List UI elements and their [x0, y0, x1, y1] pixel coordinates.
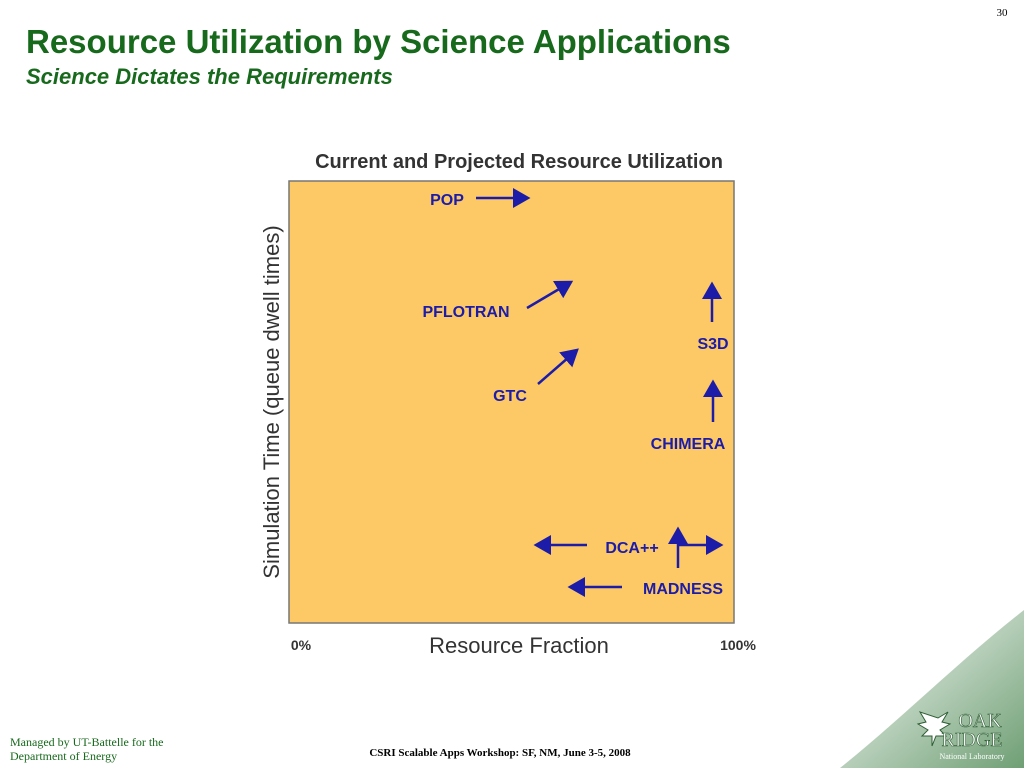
- corner-decoration: [840, 610, 1024, 768]
- logo-text: OAK: [958, 710, 1002, 732]
- app-label: MADNESS: [643, 581, 723, 598]
- app-label: PFLOTRAN: [422, 304, 509, 321]
- x-end-label: 100%: [720, 637, 756, 653]
- app-label: POP: [430, 192, 464, 209]
- diagram: Current and Projected Resource Utilizati…: [259, 151, 756, 658]
- x-axis-label: Resource Fraction: [429, 633, 609, 658]
- logo-text: RIDGE: [941, 729, 1002, 751]
- slide-number: 30: [997, 7, 1009, 19]
- app-label: GTC: [493, 388, 527, 405]
- logo-leaf: [916, 711, 952, 747]
- app-label: CHIMERA: [651, 436, 726, 453]
- x-start-label: 0%: [291, 637, 312, 653]
- logo-text: National Laboratory: [939, 752, 1004, 761]
- slide-title: Resource Utilization by Science Applicat…: [26, 23, 731, 60]
- footer-managed-by: Managed by UT-Battelle for the: [10, 735, 164, 749]
- app-label: S3D: [697, 336, 728, 353]
- footer-event: CSRI Scalable Apps Workshop: SF, NM, Jun…: [369, 747, 631, 759]
- footer-managed-by: Department of Energy: [10, 749, 117, 763]
- logo: OAK RIDGE National Laboratory: [916, 710, 1005, 761]
- plot-area: [288, 180, 735, 624]
- y-axis-label: Simulation Time (queue dwell times): [259, 225, 284, 578]
- arrow: [526, 280, 574, 310]
- slide-subtitle: Science Dictates the Requirements: [26, 64, 393, 89]
- diagram-title: Current and Projected Resource Utilizati…: [315, 151, 723, 173]
- app-label: DCA++: [605, 540, 658, 557]
- arrow: [537, 348, 579, 385]
